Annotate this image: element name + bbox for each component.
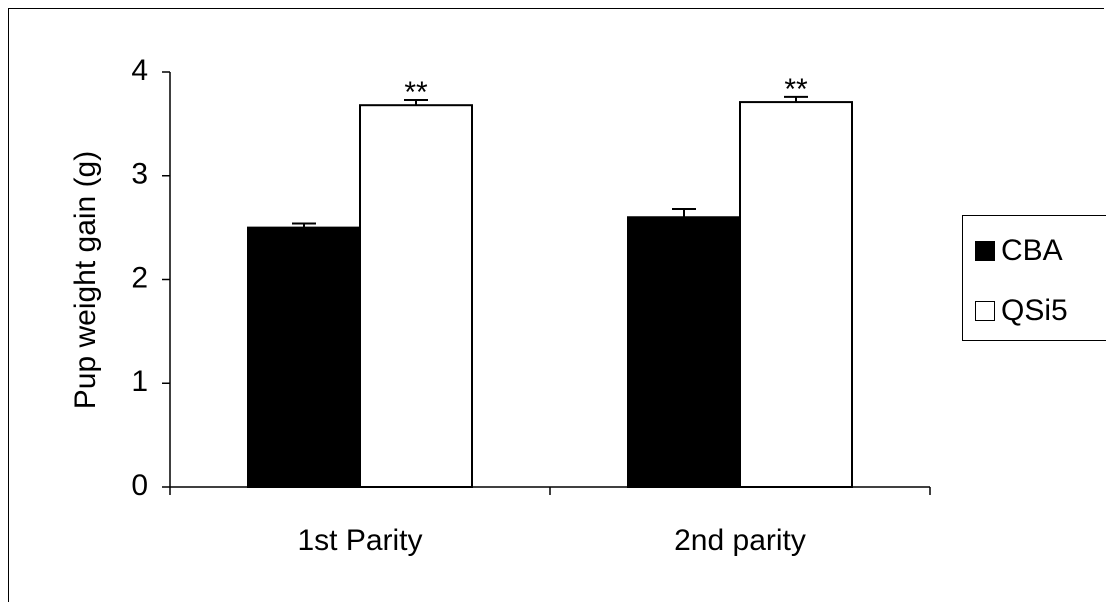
legend-item-cba: CBA — [975, 236, 1063, 266]
legend-label-cba: CBA — [1001, 234, 1063, 267]
bars — [247, 95, 853, 489]
y-tick-label: 2 — [131, 261, 148, 294]
bar-qsi5-1 — [739, 101, 853, 489]
legend-item-qsi5: QSi5 — [975, 296, 1068, 326]
significance-label: ** — [404, 76, 428, 109]
figure-frame — [8, 8, 1104, 602]
y-tick-label: 0 — [131, 469, 148, 502]
x-category-label: 1st Parity — [297, 524, 422, 557]
y-tick-label: 4 — [131, 54, 148, 87]
significance-label: ** — [784, 73, 808, 106]
y-tick-label: 3 — [131, 158, 148, 191]
bar-qsi5-0 — [359, 104, 473, 488]
bar-cba-0 — [247, 226, 361, 488]
legend-label-qsi5: QSi5 — [1001, 294, 1068, 327]
legend-swatch-cba — [975, 241, 995, 261]
labels: 0 1 2 3 4 ** 1st Parity ** 2nd parity — [131, 54, 808, 557]
y-axis-title: Pup weight gain (g) — [69, 151, 102, 410]
legend: CBA QSi5 — [962, 215, 1106, 341]
bar-cba-1 — [627, 216, 741, 488]
legend-swatch-qsi5 — [975, 301, 995, 321]
y-tick-label: 1 — [131, 365, 148, 398]
x-category-label: 2nd parity — [674, 524, 806, 557]
